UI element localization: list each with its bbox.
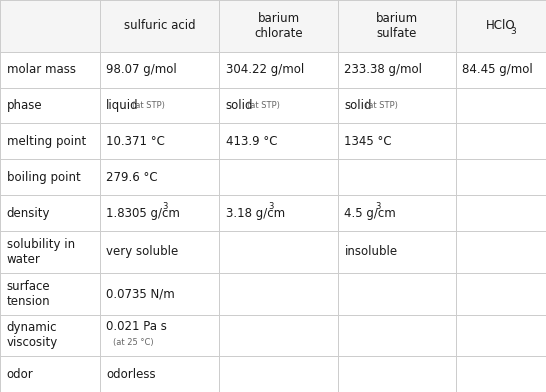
Text: (at 25 °C): (at 25 °C) [113, 338, 153, 347]
Text: solid: solid [345, 99, 372, 112]
Text: 0.0735 N/m: 0.0735 N/m [106, 287, 175, 300]
Text: 1345 °C: 1345 °C [345, 135, 392, 148]
Text: HClO: HClO [486, 19, 515, 32]
Text: 1.8305 g/cm: 1.8305 g/cm [106, 207, 180, 220]
Text: 3.18 g/cm: 3.18 g/cm [226, 207, 285, 220]
Text: liquid: liquid [106, 99, 139, 112]
Text: surface
tension: surface tension [7, 280, 50, 308]
Text: density: density [7, 207, 50, 220]
Text: dynamic
viscosity: dynamic viscosity [7, 321, 58, 349]
Text: 233.38 g/mol: 233.38 g/mol [345, 63, 423, 76]
Text: 413.9 °C: 413.9 °C [226, 135, 277, 148]
Text: phase: phase [7, 99, 42, 112]
Text: molar mass: molar mass [7, 63, 75, 76]
Text: 3: 3 [375, 201, 381, 211]
Text: 98.07 g/mol: 98.07 g/mol [106, 63, 177, 76]
Text: 3: 3 [510, 27, 516, 36]
Text: melting point: melting point [7, 135, 86, 148]
Text: 84.45 g/mol: 84.45 g/mol [462, 63, 533, 76]
Text: 10.371 °C: 10.371 °C [106, 135, 165, 148]
Text: solubility in
water: solubility in water [7, 238, 75, 266]
Text: solid: solid [226, 99, 253, 112]
Text: barium
sulfate: barium sulfate [376, 12, 418, 40]
Text: odorless: odorless [106, 368, 156, 381]
Text: barium
chlorate: barium chlorate [254, 12, 303, 40]
Text: very soluble: very soluble [106, 245, 179, 258]
Text: boiling point: boiling point [7, 171, 80, 184]
Text: (at STP): (at STP) [365, 102, 398, 111]
Text: sulfuric acid: sulfuric acid [124, 19, 195, 32]
Text: 279.6 °C: 279.6 °C [106, 171, 158, 184]
Text: 3: 3 [163, 201, 168, 211]
Text: (at STP): (at STP) [133, 102, 165, 111]
Text: 3: 3 [268, 201, 273, 211]
Text: (at STP): (at STP) [247, 102, 280, 111]
Text: insoluble: insoluble [345, 245, 397, 258]
Bar [0, 0, 546, 52]
Text: 0.021 Pa s: 0.021 Pa s [106, 320, 167, 333]
Text: 4.5 g/cm: 4.5 g/cm [345, 207, 396, 220]
Text: odor: odor [7, 368, 33, 381]
Text: 304.22 g/mol: 304.22 g/mol [226, 63, 304, 76]
